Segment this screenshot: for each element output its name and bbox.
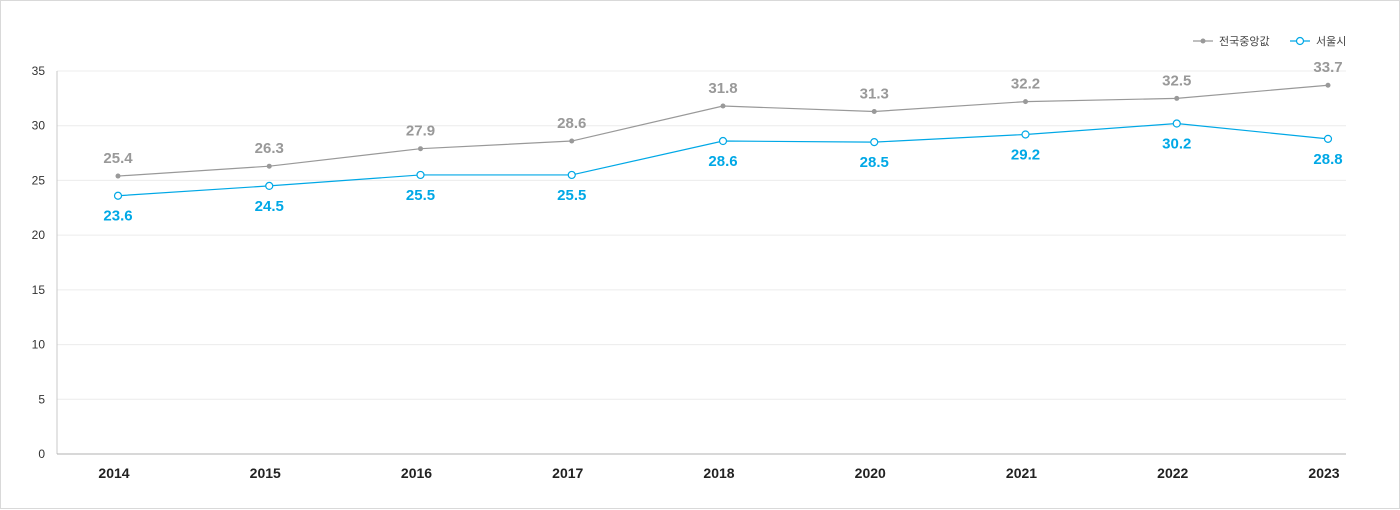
data-label: 29.2 [1011,146,1040,163]
legend-marker [1200,38,1206,44]
data-label: 31.8 [708,80,737,97]
data-point [1023,99,1028,105]
data-point [265,181,274,190]
data-label: 27.9 [406,123,435,140]
y-tick-label: 35 [32,64,46,78]
legend-label: 서울시 [1316,35,1346,48]
x-tick-label: 2014 [98,465,129,481]
data-label: 24.5 [255,198,284,215]
x-tick-label: 2020 [855,465,886,481]
data-label: 30.2 [1162,136,1191,153]
data-point [1325,82,1331,88]
y-tick-label: 10 [32,338,46,352]
legend-marker [1295,36,1305,46]
data-label: 32.5 [1162,72,1191,89]
data-label: 25.5 [557,187,586,204]
data-label: 31.3 [860,85,889,102]
data-point [113,191,123,200]
x-tick-label: 2021 [1006,465,1037,481]
data-label: 28.6 [708,153,737,170]
x-tick-label: 2016 [401,465,432,481]
data-labels: 25.4 26.3 27.9 28.6 31.8 31.3 32.2 32.5 33.7 23.6… [103,59,1342,225]
grid-lines [57,70,1346,400]
y-tick-label: 25 [32,173,46,187]
data-point [266,163,272,169]
data-point [1323,134,1333,143]
legend-item: 전국중앙값 [1193,35,1270,48]
data-point [569,138,575,144]
data-point [115,173,121,179]
x-tick-label: 2015 [250,465,281,481]
y-tick-label: 5 [38,392,45,406]
y-tick-label: 0 [38,447,45,461]
data-label: 23.6 [103,208,132,225]
data-label: 25.5 [406,187,435,204]
x-tick-label: 2017 [552,465,583,481]
data-label: 28.5 [860,154,889,171]
legend-label: 전국중앙값 [1219,35,1270,48]
series [113,82,1333,200]
data-point [870,138,879,147]
data-label: 32.2 [1011,76,1040,93]
y-tick-label: 30 [32,119,46,133]
data-label: 26.3 [255,140,284,157]
data-point [416,170,425,180]
y-tick-label: 20 [32,228,46,242]
data-point [567,170,576,180]
data-point [718,136,728,146]
data-point [871,108,877,114]
data-label: 28.8 [1313,151,1342,168]
data-point [1174,95,1180,101]
legend: 전국중앙값 서울시 [1193,35,1346,48]
y-tick-label: 15 [32,283,46,297]
data-point [418,146,423,152]
x-tick-label: 2023 [1308,465,1339,481]
x-tick-label: 2022 [1157,465,1188,481]
data-label: 28.6 [557,115,586,132]
legend-item: 서울시 [1290,35,1346,48]
data-point [720,103,726,109]
data-label: 33.7 [1313,59,1342,76]
data-point [1021,130,1030,139]
axes: 0 5 10 15 20 25 30 35 2014 2015 2016 2017 2018 2020 20… [32,64,1346,481]
data-label: 25.4 [103,150,133,167]
x-tick-label: 2018 [703,465,734,481]
data-point [1172,119,1181,128]
